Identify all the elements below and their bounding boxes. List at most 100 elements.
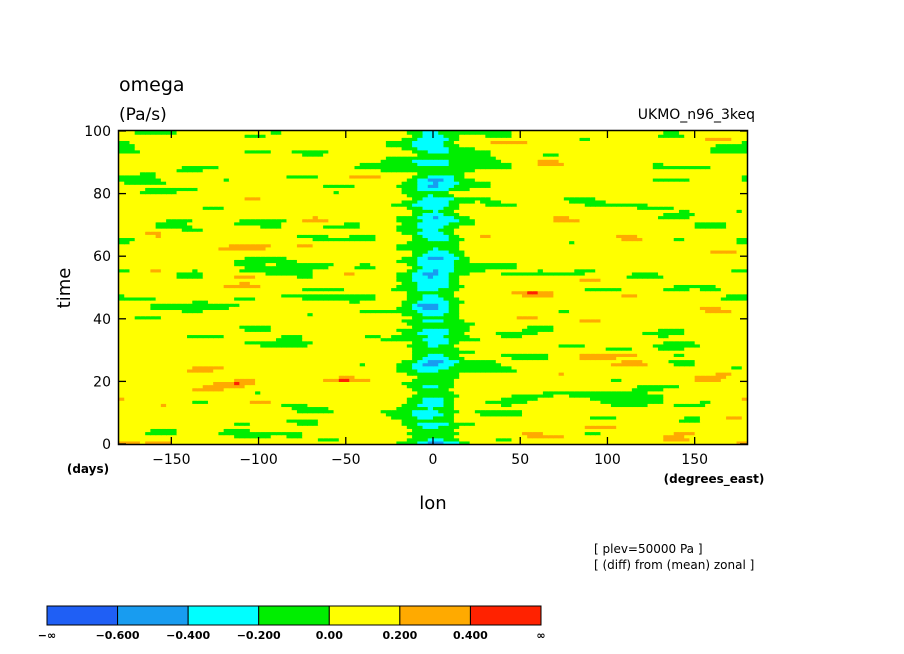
- heatmap-cell: [244, 428, 251, 433]
- heatmap-cell: [438, 422, 445, 426]
- heatmap-cell: [600, 425, 607, 429]
- heatmap-cell: [134, 428, 141, 433]
- heatmap-cell: [359, 415, 366, 420]
- heatmap-cell: [160, 418, 167, 423]
- heatmap-cell: [370, 425, 377, 429]
- heatmap-cell: [579, 428, 586, 433]
- heatmap-cell: [276, 440, 282, 445]
- heatmap-cell: [401, 434, 408, 439]
- heatmap-cell: [574, 437, 581, 442]
- heatmap-cell: [187, 431, 193, 436]
- heatmap-cell: [741, 422, 748, 426]
- heatmap-cell: [171, 434, 178, 439]
- heatmap-cell: [134, 434, 141, 439]
- heatmap-cell: [631, 434, 638, 439]
- heatmap-cell: [192, 418, 199, 423]
- heatmap-cell: [548, 422, 554, 426]
- heatmap-cell: [731, 431, 738, 436]
- heatmap-cell: [684, 431, 691, 436]
- heatmap-cell: [218, 422, 225, 426]
- heatmap-cell: [673, 415, 680, 420]
- heatmap-cell: [302, 415, 308, 420]
- heatmap-cell: [480, 428, 486, 433]
- heatmap-cell: [380, 437, 387, 442]
- heatmap-cell: [270, 440, 277, 445]
- heatmap-cell: [213, 415, 220, 420]
- heatmap-cell: [459, 418, 465, 423]
- heatmap-cell: [302, 437, 308, 442]
- heatmap-cell: [370, 428, 377, 433]
- heatmap-cell: [276, 437, 282, 442]
- heatmap-cell: [469, 418, 476, 423]
- heatmap-cell: [527, 437, 534, 442]
- heatmap-cell: [171, 440, 178, 445]
- heatmap-cell: [621, 422, 628, 426]
- heatmap-cell: [558, 425, 565, 429]
- heatmap-cell: [652, 428, 659, 433]
- heatmap-cell: [521, 428, 528, 433]
- heatmap-cell: [741, 437, 748, 442]
- heatmap-cell: [406, 428, 413, 433]
- heatmap-cell: [192, 431, 199, 436]
- heatmap-cell: [391, 418, 397, 423]
- heatmap-cell: [668, 415, 675, 420]
- heatmap-cell: [469, 434, 476, 439]
- heatmap-cell: [359, 428, 366, 433]
- heatmap-cell: [396, 437, 403, 442]
- heatmap-cell: [474, 440, 481, 445]
- heatmap-cell: [317, 434, 324, 439]
- heatmap-cell: [160, 437, 167, 442]
- heatmap-cell: [213, 422, 220, 426]
- heatmap-cell: [621, 428, 628, 433]
- heatmap-cell: [506, 434, 513, 439]
- heatmap-cell: [349, 422, 356, 426]
- heatmap-cell: [338, 422, 345, 426]
- heatmap-cell: [176, 434, 183, 439]
- heatmap-cell: [678, 428, 685, 433]
- heatmap-cell: [375, 418, 382, 423]
- heatmap-cell: [427, 440, 434, 445]
- heatmap-cell: [427, 437, 434, 442]
- heatmap-cell: [302, 425, 308, 429]
- heatmap-cell: [631, 440, 638, 445]
- heatmap-cell: [344, 431, 350, 436]
- heatmap-cell: [145, 412, 151, 417]
- heatmap-cell: [726, 428, 732, 433]
- heatmap-cell: [391, 415, 397, 420]
- heatmap-cell: [323, 428, 329, 433]
- heatmap-cell: [453, 425, 460, 429]
- heatmap-cell: [501, 425, 507, 429]
- heatmap-cell: [281, 437, 288, 442]
- heatmap-cell: [124, 440, 131, 445]
- heatmap-cell: [647, 437, 654, 442]
- heatmap-cell: [501, 415, 507, 420]
- heatmap-cell: [537, 425, 544, 429]
- heatmap-cell: [469, 422, 476, 426]
- heatmap-cell: [684, 418, 691, 423]
- heatmap-cell: [145, 440, 151, 445]
- heatmap-cell: [412, 425, 418, 429]
- heatmap-cell: [448, 440, 455, 445]
- heatmap-cell: [736, 418, 743, 423]
- heatmap-cell: [548, 437, 554, 442]
- heatmap-cell: [406, 418, 413, 423]
- heatmap-cell: [359, 425, 366, 429]
- heatmap-cell: [181, 422, 188, 426]
- heatmap-cell: [139, 434, 146, 439]
- heatmap-cell: [119, 425, 125, 429]
- heatmap-cell: [223, 437, 230, 442]
- heatmap-cell: [296, 418, 303, 423]
- heatmap-cell: [406, 440, 413, 445]
- heatmap-cell: [558, 434, 565, 439]
- heatmap-cell: [553, 440, 560, 445]
- heatmap-cell: [291, 422, 298, 426]
- heatmap-cell: [234, 431, 240, 436]
- heatmap-cell: [459, 431, 465, 436]
- heatmap-cell: [495, 437, 502, 442]
- heatmap-cell: [590, 440, 596, 445]
- heatmap-cell: [694, 431, 701, 436]
- heatmap-cell: [584, 440, 591, 445]
- heatmap-cell: [616, 431, 622, 436]
- heatmap-cell: [485, 431, 492, 436]
- heatmap-cell: [579, 422, 586, 426]
